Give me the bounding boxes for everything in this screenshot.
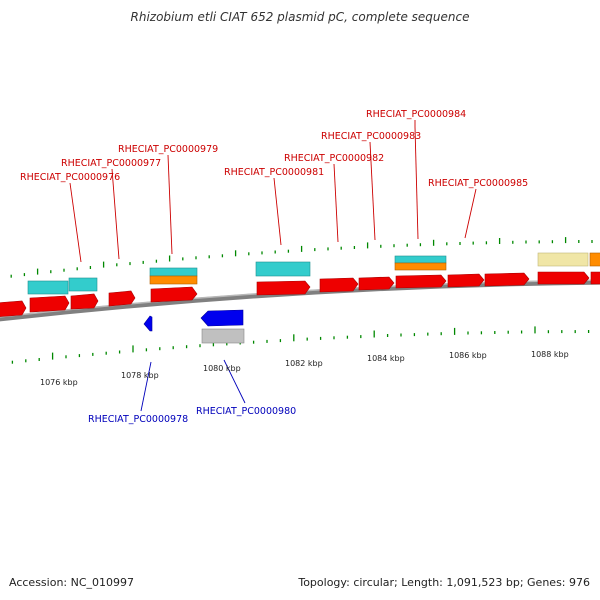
gene-label[interactable]: RHECIAT_PC0000982 [284, 153, 384, 164]
cds-feature[interactable] [395, 274, 447, 289]
cds-feature[interactable] [358, 276, 395, 291]
gene-label[interactable]: RHECIAT_PC0000983 [321, 131, 421, 142]
gene-label[interactable]: RHECIAT_PC0000985 [428, 178, 528, 189]
cds-feature[interactable] [484, 272, 530, 287]
gene-label[interactable]: RHECIAT_PC0000977 [61, 158, 161, 169]
reverse-cds-track [143, 309, 245, 344]
topology-summary: Topology: circular; Length: 1,091,523 bp… [298, 576, 590, 589]
scale-label: 1088 kbp [531, 350, 569, 359]
orange-feature[interactable] [149, 275, 198, 285]
rna-feature[interactable] [149, 267, 198, 277]
reverse-cds-feature[interactable] [200, 309, 244, 327]
orange-feature[interactable] [589, 252, 600, 267]
annotation-track [27, 252, 600, 295]
cds-feature[interactable] [0, 300, 27, 317]
scale-label: 1086 kbp [449, 351, 487, 360]
pale-feature[interactable] [537, 252, 589, 267]
scale-tick-ring [11, 326, 590, 364]
gene-label[interactable]: RHECIAT_PC0000979 [118, 144, 218, 155]
cds-feature[interactable] [108, 290, 136, 307]
accession-text: Accession: NC_010997 [9, 576, 135, 589]
scale-label: 1080 kbp [203, 364, 241, 373]
cds-feature[interactable] [447, 273, 485, 288]
gene-label[interactable]: RHECIAT_PC0000976 [20, 172, 120, 183]
gene-label[interactable]: RHECIAT_PC0000981 [224, 167, 324, 178]
rna-feature[interactable] [68, 277, 98, 292]
gene-label[interactable]: RHECIAT_PC0000978 [88, 414, 188, 425]
scale-label: 1076 kbp [40, 378, 78, 387]
forward-cds-track [0, 271, 600, 317]
gene-label[interactable]: RHECIAT_PC0000984 [366, 109, 466, 120]
rna-feature[interactable] [255, 261, 311, 277]
reverse-cds-feature[interactable] [143, 315, 153, 332]
rna-feature[interactable] [27, 280, 69, 295]
cds-feature[interactable] [319, 277, 359, 293]
cds-feature[interactable] [70, 293, 99, 310]
cds-feature[interactable] [256, 280, 311, 296]
orange-feature[interactable] [394, 262, 447, 271]
scale-labels: 1076 kbp 1078 kbp 1080 kbp 1082 kbp 1084… [40, 350, 569, 387]
reverse-gene-labels: RHECIAT_PC0000978 RHECIAT_PC0000980 [88, 359, 296, 425]
outer-tick-ring [10, 237, 593, 278]
cds-feature[interactable] [537, 271, 590, 285]
cds-feature[interactable] [590, 271, 600, 285]
scale-label: 1078 kbp [121, 371, 159, 380]
scale-label: 1082 kbp [285, 359, 323, 368]
rna-feature[interactable] [394, 255, 447, 264]
gene-label[interactable]: RHECIAT_PC0000980 [196, 406, 296, 417]
forward-gene-labels: RHECIAT_PC0000976 RHECIAT_PC0000977 RHEC… [20, 109, 528, 263]
gray-feature[interactable] [201, 328, 245, 344]
cds-feature[interactable] [150, 286, 198, 303]
cds-feature[interactable] [29, 295, 70, 313]
scale-label: 1084 kbp [367, 354, 405, 363]
map-title: Rhizobium etli CIAT 652 plasmid pC, comp… [130, 10, 470, 24]
